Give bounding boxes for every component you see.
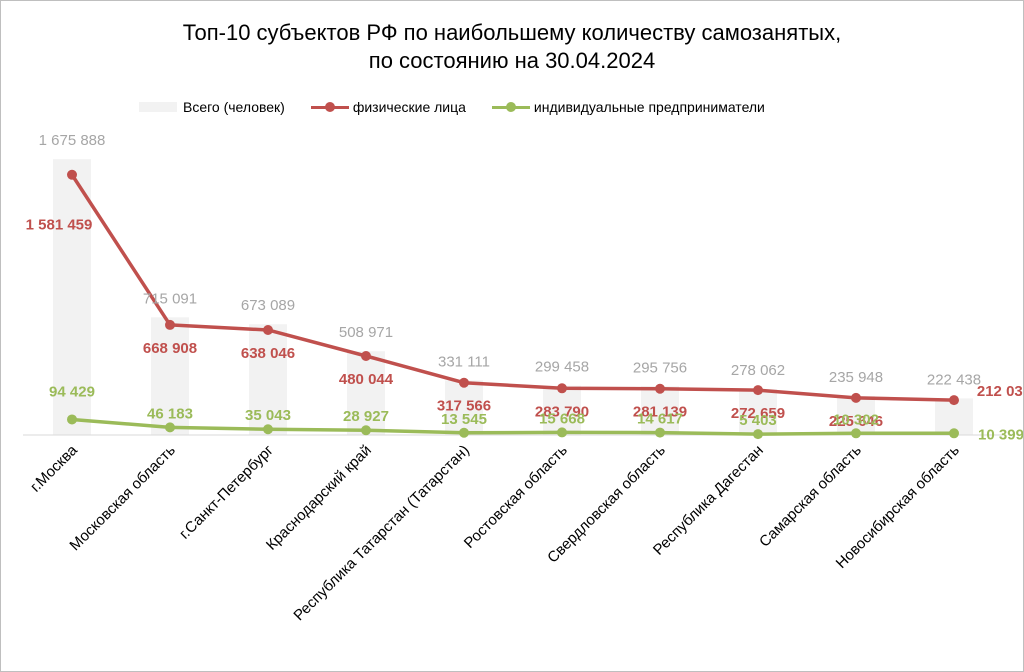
- label-individuals-4: 317 566: [437, 398, 491, 415]
- legend-swatch-individuals: [310, 100, 349, 114]
- category-label-2: г.Санкт-Петербург: [176, 441, 277, 542]
- label-individuals-2: 638 046: [241, 345, 295, 362]
- label-entrepreneurs-4: 13 545: [441, 411, 487, 428]
- bar-total-0: [53, 159, 91, 435]
- legend-label-individuals: физические лица: [352, 99, 466, 115]
- label-individuals-9: 212 039: [977, 383, 1023, 400]
- label-total-2: 673 089: [241, 297, 295, 314]
- category-label-8: Самарская область: [756, 442, 865, 551]
- label-entrepreneurs-2: 35 043: [245, 407, 291, 424]
- point-individuals-9: [949, 395, 959, 406]
- label-individuals-5: 283 790: [535, 403, 589, 420]
- point-individuals-2: [263, 324, 273, 335]
- point-entrepreneurs-1: [165, 422, 175, 433]
- label-individuals-8: 225 646: [829, 413, 883, 430]
- bar-total-3: [347, 351, 385, 435]
- bar-total-1: [151, 317, 189, 435]
- point-entrepreneurs-8: [851, 428, 861, 439]
- point-individuals-6: [655, 383, 665, 394]
- legend-swatch-entrepreneurs: [491, 100, 530, 114]
- label-individuals-0: 1 581 459: [26, 217, 93, 234]
- legend-item-entrepreneurs: индивидуальные предприниматели: [491, 99, 765, 115]
- legend-swatch-total: [139, 102, 177, 112]
- label-total-3: 508 971: [339, 324, 393, 341]
- point-entrepreneurs-0: [67, 414, 77, 425]
- point-entrepreneurs-5: [557, 427, 567, 438]
- legend: Всего (человек) физические лица индивиду…: [139, 95, 791, 119]
- chart-title: Топ-10 субъектов РФ по наибольшему колич…: [1, 19, 1023, 75]
- label-entrepreneurs-9: 10 399: [978, 426, 1023, 443]
- point-individuals-5: [557, 383, 567, 394]
- label-individuals-1: 668 908: [143, 340, 197, 357]
- label-entrepreneurs-8: 10 302: [833, 411, 879, 428]
- point-entrepreneurs-9: [949, 428, 959, 439]
- line-entrepreneurs: [71, 417, 955, 436]
- point-entrepreneurs-7: [753, 429, 763, 440]
- label-total-9: 222 438: [927, 371, 981, 388]
- label-total-5: 299 458: [535, 359, 589, 376]
- category-label-3: Краснодарский край: [263, 442, 375, 554]
- legend-label-total: Всего (человек): [183, 99, 285, 115]
- bar-total-5: [543, 385, 581, 435]
- label-entrepreneurs-3: 28 927: [343, 408, 389, 425]
- point-entrepreneurs-6: [655, 427, 665, 438]
- point-entrepreneurs-4: [459, 427, 469, 438]
- label-total-0: 1 675 888: [39, 132, 106, 149]
- label-individuals-6: 281 139: [633, 404, 687, 421]
- category-label-5: Ростовская область: [461, 442, 571, 552]
- legend-item-individuals: физические лица: [310, 99, 466, 115]
- point-individuals-3: [361, 350, 371, 361]
- bar-total-7: [739, 389, 777, 435]
- category-label-4: Республика Татарстан (Татарстан): [290, 442, 472, 624]
- point-individuals-1: [165, 319, 175, 330]
- bar-total-2: [249, 324, 287, 435]
- bar-total-6: [641, 386, 679, 435]
- point-entrepreneurs-3: [361, 425, 371, 436]
- point-individuals-8: [851, 392, 861, 403]
- label-total-6: 295 756: [633, 359, 687, 376]
- label-entrepreneurs-5: 15 668: [539, 410, 585, 427]
- point-individuals-7: [753, 385, 763, 396]
- point-entrepreneurs-2: [263, 424, 273, 435]
- category-label-1: Московская область: [66, 442, 179, 555]
- line-individuals: [70, 173, 955, 402]
- label-individuals-7: 272 659: [731, 405, 785, 422]
- label-entrepreneurs-1: 46 183: [147, 405, 193, 422]
- label-entrepreneurs-6: 14 617: [637, 411, 683, 428]
- point-individuals-4: [459, 377, 469, 388]
- label-individuals-3: 480 044: [339, 371, 394, 388]
- label-entrepreneurs-0: 94 429: [49, 383, 95, 400]
- point-individuals-0: [67, 169, 77, 180]
- legend-label-entrepreneurs: индивидуальные предприниматели: [533, 99, 765, 115]
- chart-title-line-1: Топ-10 субъектов РФ по наибольшему колич…: [182, 20, 842, 45]
- legend-item-total: Всего (человек): [139, 99, 285, 115]
- category-label-7: Республика Дагестан: [650, 442, 767, 559]
- label-total-1: 715 091: [143, 290, 197, 307]
- label-entrepreneurs-7: 5 403: [739, 412, 777, 429]
- label-total-8: 235 948: [829, 369, 883, 386]
- bar-total-4: [445, 380, 483, 435]
- chart-title-line-2: по состоянию на 30.04.2024: [368, 48, 656, 73]
- category-label-0: г.Москва: [27, 441, 81, 495]
- label-total-4: 331 111: [438, 354, 490, 371]
- label-total-7: 278 062: [731, 362, 785, 379]
